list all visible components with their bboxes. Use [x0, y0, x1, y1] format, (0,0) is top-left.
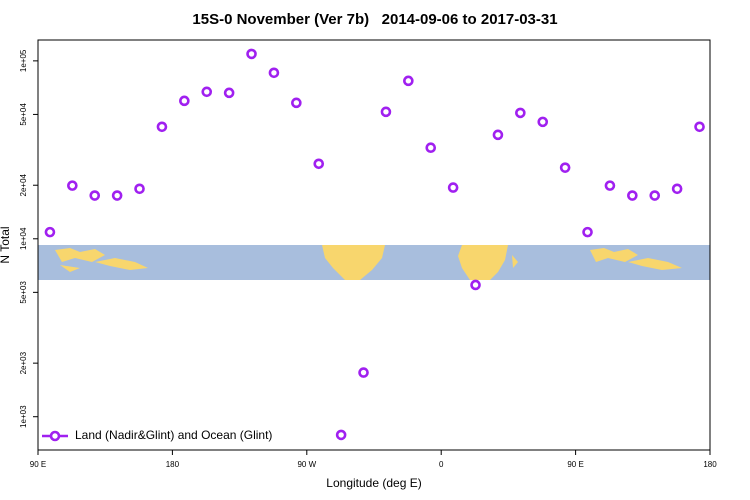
point	[67, 180, 78, 191]
point	[403, 75, 414, 87]
map-band	[38, 245, 710, 280]
x-tick-label: 90 W	[297, 460, 316, 469]
point	[268, 67, 280, 79]
point	[223, 87, 235, 99]
point	[515, 107, 526, 119]
x-axis-label: Longitude (deg E)	[326, 476, 421, 490]
chart-title: 15S-0 November (Ver 7b) 2014-09-06 to 20…	[192, 11, 557, 28]
point	[492, 129, 504, 141]
x-tick-label: 0	[439, 460, 444, 469]
land	[590, 248, 682, 270]
y-tick-label: 2e+03	[19, 351, 28, 374]
point	[380, 106, 392, 118]
point	[582, 226, 593, 238]
point	[335, 429, 347, 441]
y-tick-label: 5e+03	[19, 281, 28, 304]
point	[649, 190, 661, 201]
point	[604, 180, 616, 191]
point	[358, 367, 369, 378]
y-tick-label: 1e+04	[19, 227, 28, 250]
point	[44, 226, 56, 238]
plot-frame	[37, 39, 711, 451]
point	[134, 183, 145, 195]
point	[694, 121, 705, 133]
point	[627, 190, 638, 201]
point	[89, 190, 101, 201]
point	[671, 183, 683, 195]
x-tick-label: 180	[166, 460, 180, 469]
point	[447, 182, 459, 193]
point	[246, 48, 257, 60]
point	[156, 121, 168, 133]
x-tick-label: 180	[703, 460, 717, 469]
y-tick-label: 2e+04	[19, 173, 28, 196]
point	[201, 86, 213, 98]
x-tick-label: 90 E	[30, 460, 46, 469]
y-tick-label: 1e+03	[19, 405, 28, 428]
y-tick-label: 5e+04	[19, 103, 28, 126]
legend-label: Land (Nadir&Glint) and Ocean (Glint)	[75, 428, 272, 442]
land	[322, 245, 385, 280]
y-tick-label: 1e+05	[19, 49, 28, 72]
legend-marker	[49, 430, 61, 442]
point	[537, 116, 549, 128]
point	[291, 97, 302, 109]
x-tick-label: 90 E	[567, 460, 583, 469]
point	[559, 162, 571, 173]
point	[179, 95, 190, 107]
y-axis-label: N Total	[0, 226, 12, 263]
point	[313, 158, 325, 170]
point	[111, 190, 123, 201]
land	[458, 245, 518, 280]
point	[470, 279, 481, 291]
point	[425, 142, 437, 154]
land	[55, 248, 148, 272]
